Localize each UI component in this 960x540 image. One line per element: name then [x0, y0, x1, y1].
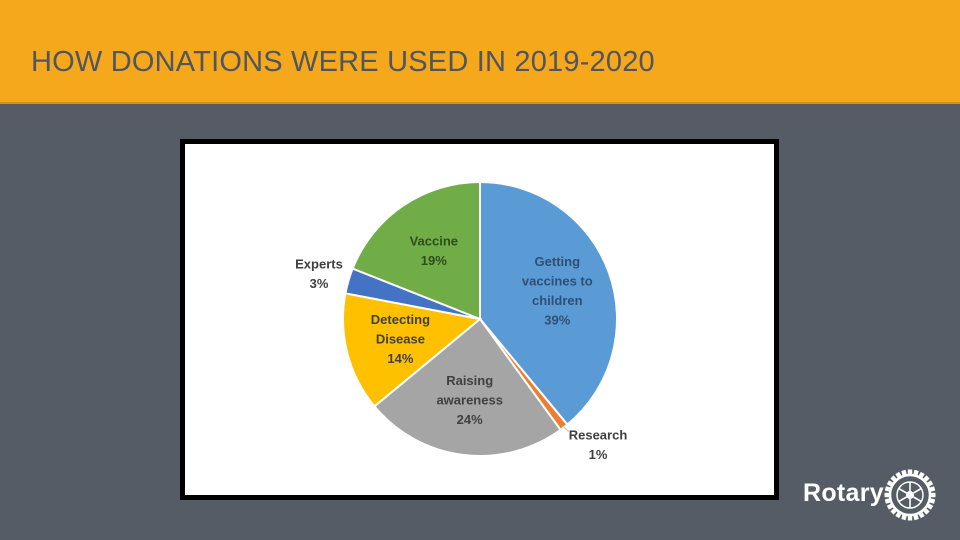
slice-name-label: vaccines to	[522, 273, 593, 288]
wheel-tooth	[907, 515, 913, 521]
rotary-logo: Rotary	[803, 468, 939, 522]
leader-line-research	[562, 425, 570, 433]
slice-name-label: Disease	[376, 331, 425, 346]
slice-value-label: 1%	[589, 447, 608, 462]
slice-name-label: Raising	[446, 373, 493, 388]
slice-name-label: Vaccine	[410, 233, 458, 248]
slide-header: HOW DONATIONS WERE USED IN 2019-2020	[0, 0, 960, 104]
slice-value-label: 3%	[310, 276, 329, 291]
wheel-tooth	[884, 492, 890, 498]
pie-slice-raising-awareness	[373, 317, 562, 457]
slice-label-experts: Experts 3%	[295, 256, 343, 291]
chart-area: Getting vaccines to children 39% Research 1% R…	[185, 144, 774, 495]
wheel-spoke	[913, 496, 922, 503]
slice-label-getting-vaccines-to-children: Getting vaccines to children 39%	[522, 254, 593, 328]
wheel-tooth	[930, 492, 936, 498]
slice-name-label: Research	[569, 427, 628, 442]
chart-frame: Getting vaccines to children 39% Research 1% R…	[180, 139, 779, 500]
slice-label-raising-awareness: Raising awareness 24%	[436, 373, 503, 427]
rotary-wheel-icon	[884, 469, 936, 521]
wheel-spoke	[898, 487, 907, 494]
pie-chart: Getting vaccines to children 39%Research 1%R…	[295, 180, 628, 462]
logo-wordmark: Rotary	[803, 479, 884, 507]
slice-name-label: Detecting	[371, 312, 430, 327]
slice-name-label: awareness	[436, 393, 503, 408]
slice-name-label: Experts	[295, 256, 343, 271]
slide-title: HOW DONATIONS WERE USED IN 2019-2020	[31, 46, 655, 78]
slice-name-label: Getting	[535, 254, 581, 269]
slice-value-label: 39%	[544, 312, 570, 327]
wheel-tooth	[907, 469, 913, 475]
pie-slice-getting-vaccines-to-children	[479, 180, 618, 426]
slice-value-label: 24%	[457, 412, 483, 427]
pie-slice-vaccine	[351, 180, 481, 321]
wheel-spoke	[898, 496, 907, 503]
slice-label-research: Research 1%	[569, 427, 628, 462]
slice-label-detecting-disease: Detecting Disease 14%	[371, 312, 430, 366]
pie-slice-detecting-disease	[342, 292, 483, 408]
wheel-spoke	[913, 487, 922, 494]
slice-label-vaccine: Vaccine 19%	[410, 233, 458, 267]
slice-name-label: children	[532, 293, 583, 308]
slice-value-label: 14%	[387, 351, 413, 366]
slice-value-label: 19%	[421, 253, 447, 268]
